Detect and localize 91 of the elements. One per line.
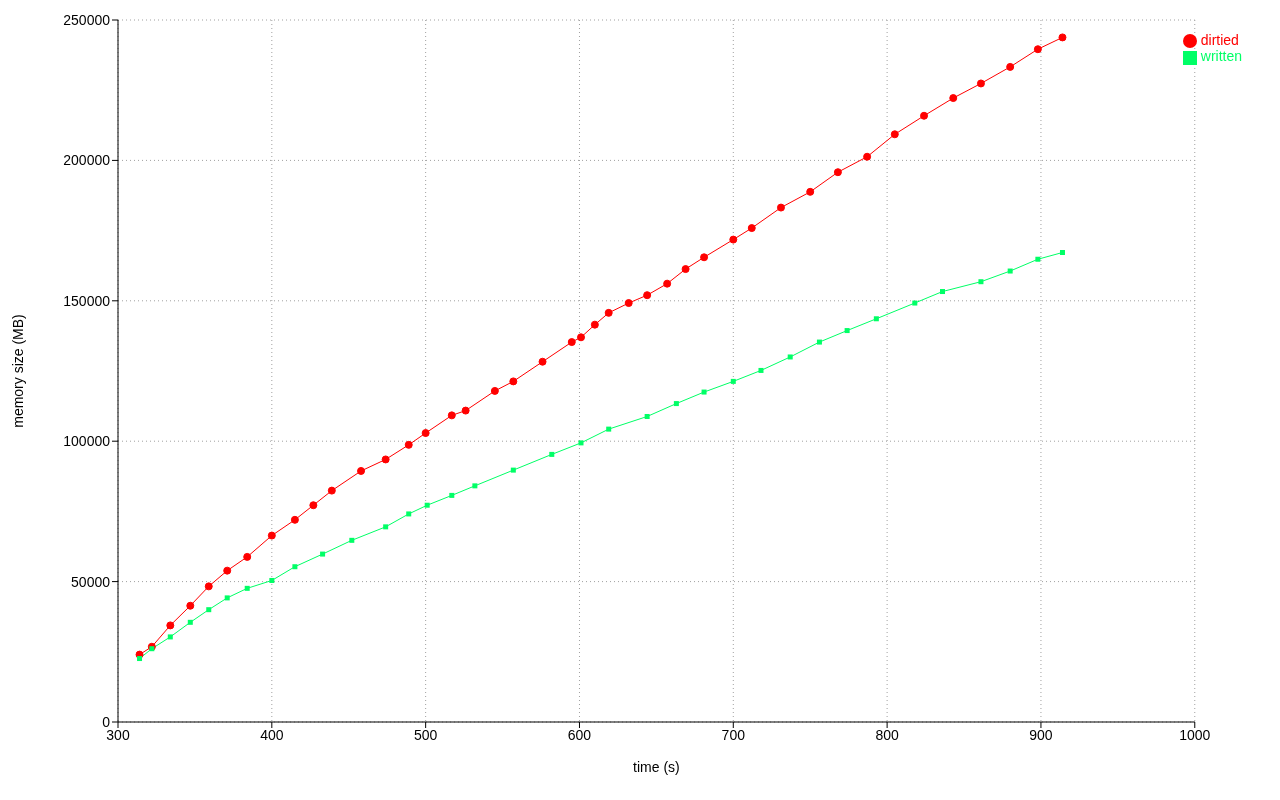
x-tick-label: 700 (721, 726, 746, 743)
point (320, 551, 326, 557)
point (976, 79, 985, 88)
point (206, 607, 212, 613)
point (606, 426, 612, 432)
point (447, 411, 456, 420)
x-tick-label: 800 (875, 726, 900, 743)
point (644, 413, 650, 419)
point (224, 595, 230, 601)
point (806, 187, 815, 196)
point (149, 646, 155, 652)
point (624, 299, 633, 308)
point (204, 582, 213, 591)
point (590, 320, 599, 329)
point (186, 601, 195, 610)
point (424, 502, 430, 508)
point (940, 289, 945, 295)
point (269, 577, 275, 583)
point (833, 168, 842, 177)
point (290, 515, 299, 524)
point (863, 152, 872, 161)
point (1033, 45, 1042, 54)
point (604, 308, 613, 317)
point (567, 338, 576, 347)
x-tick-label: 1000 (1179, 726, 1211, 743)
point (167, 634, 173, 640)
point (673, 401, 679, 407)
point (890, 130, 899, 139)
y-tick-label: 250000 (63, 11, 111, 28)
point (701, 389, 707, 395)
point (421, 429, 430, 438)
y-tick-label: 50000 (71, 573, 111, 590)
point (381, 455, 390, 464)
y-axis-title: memory size (MB) (9, 314, 26, 428)
point (549, 451, 555, 457)
point (776, 203, 785, 212)
point (509, 377, 518, 386)
y-tick-label: 200000 (63, 152, 111, 169)
point (406, 511, 412, 517)
point (1059, 250, 1065, 255)
y-tick-label: 150000 (63, 292, 111, 309)
point (292, 564, 298, 570)
point (166, 621, 175, 630)
point (730, 378, 736, 384)
point (383, 524, 389, 530)
point (490, 386, 499, 395)
point (681, 265, 690, 274)
point (244, 585, 250, 591)
point (327, 486, 336, 495)
point (243, 552, 252, 561)
point (357, 466, 366, 475)
point (538, 357, 547, 366)
point (758, 367, 764, 373)
point (949, 94, 958, 103)
point (267, 531, 276, 540)
point (700, 253, 709, 262)
point (663, 279, 672, 288)
point (349, 537, 355, 543)
x-tick-label: 400 (260, 726, 284, 743)
point (1035, 256, 1041, 262)
point (449, 492, 455, 498)
point (643, 291, 652, 300)
point (1007, 268, 1013, 274)
point (1006, 62, 1015, 71)
point (787, 354, 793, 360)
point (472, 483, 478, 489)
x-tick-label: 500 (413, 726, 438, 743)
point (844, 328, 850, 334)
point (920, 111, 929, 120)
point (223, 566, 232, 575)
point (816, 339, 822, 345)
point (309, 501, 318, 510)
point (873, 316, 879, 322)
point (510, 467, 516, 473)
legend-label: written (1200, 48, 1242, 65)
x-tick-label: 600 (567, 726, 592, 743)
point (578, 440, 584, 446)
point (577, 333, 586, 342)
y-tick-label: 100000 (63, 433, 111, 450)
point (187, 619, 193, 625)
legend-label: dirtied (1200, 32, 1239, 48)
point (729, 235, 738, 244)
x-axis-title: time (s) (633, 759, 680, 775)
point (747, 224, 756, 233)
point (1058, 33, 1067, 42)
x-tick-label: 900 (1029, 726, 1053, 743)
point (137, 656, 143, 662)
point (404, 440, 413, 449)
point (912, 300, 918, 306)
point (978, 279, 984, 285)
point (461, 406, 470, 415)
